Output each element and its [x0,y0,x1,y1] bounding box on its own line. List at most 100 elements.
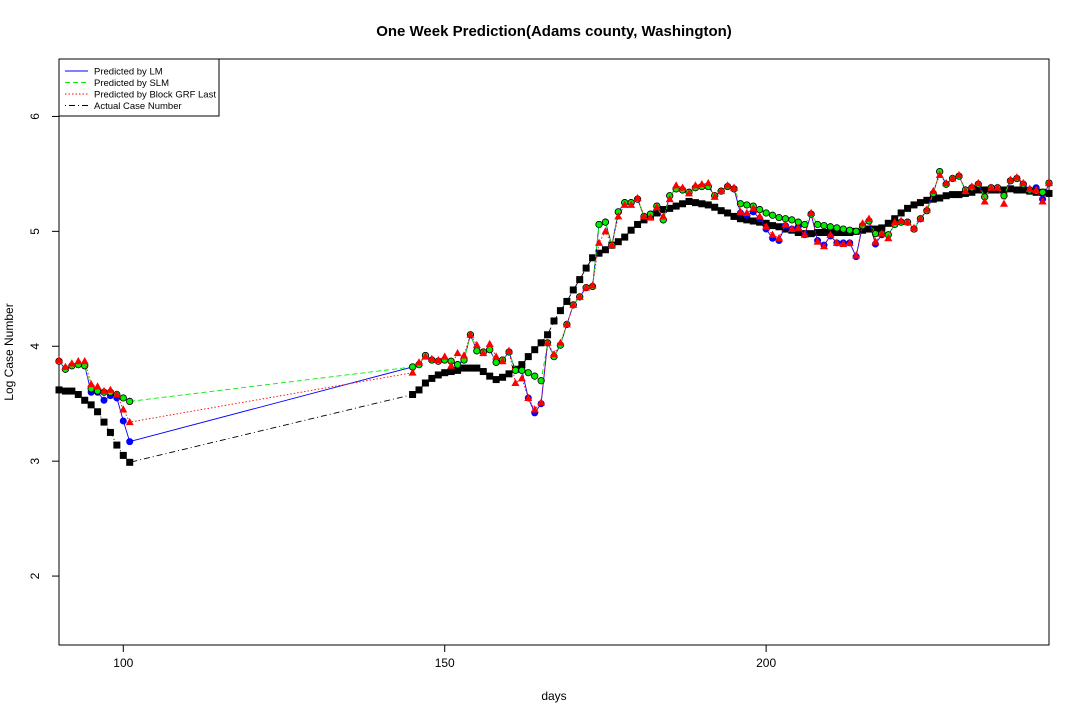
actual-point [1045,189,1053,197]
series-layer [55,168,1053,466]
x-tick-label: 200 [756,656,776,670]
actual-point [814,229,822,237]
actual-point [949,191,957,199]
actual-point [794,229,802,237]
grf-point [492,352,501,360]
grf-point [845,238,854,246]
slm-point [833,224,841,232]
grf-point [890,217,899,226]
grf-point [614,212,623,220]
slm-point [852,227,860,235]
slm-point [601,218,610,226]
grf-point [530,405,539,413]
grf-point [505,346,513,354]
grf-point [974,178,983,187]
legend-label-3: Actual Case Number [94,101,182,112]
actual-point [871,225,879,233]
actual-point [672,202,680,210]
grf-point [884,234,893,242]
actual-point [415,386,423,394]
chart-title: One Week Prediction(Adams county, Washin… [376,23,732,40]
series-2 [55,170,1053,426]
grf-point [910,223,918,231]
actual-point [505,370,513,378]
actual-point [724,209,732,217]
grf-point [87,379,96,388]
actual-point [126,458,134,466]
grf-point [415,358,423,366]
actual-point [473,364,481,372]
grf-point [723,181,732,189]
grf-point [980,197,989,205]
grf-point [955,170,963,179]
actual-point [119,451,127,459]
actual-point [807,230,815,238]
actual-point [441,369,449,377]
slm-point [126,397,134,406]
grf-point [807,208,816,216]
grf-point [607,240,616,249]
grf-point [826,230,835,238]
actual-point [711,203,719,211]
actual-point [492,376,500,384]
actual-point [679,200,687,208]
actual-point [454,366,462,374]
grf-point [820,242,828,250]
grf-point [916,214,925,222]
slm-point [1038,188,1047,196]
actual-point [634,220,642,228]
grf-point [569,300,578,308]
actual-point [518,361,526,369]
y-axis-label: Log Case Number [2,303,16,400]
lm-point [119,417,127,425]
grf-point [472,340,481,349]
actual-point [659,206,667,214]
grf-point [839,239,848,247]
grf-point [1006,175,1015,183]
grf-point [434,355,443,364]
grf-point [498,356,507,365]
slm-point [743,201,751,209]
grf-point [55,355,63,364]
grf-point [762,222,771,230]
grf-point [877,229,886,237]
grf-point [67,359,76,367]
grf-point [460,351,468,359]
actual-point [904,204,912,212]
grf-point [794,223,803,231]
grf-point [80,356,89,365]
actual-point [878,224,886,232]
slm-point [768,211,777,219]
y-tick-label: 6 [28,113,42,120]
actual-point [717,207,725,215]
actual-point [884,219,892,227]
actual-point [499,373,507,381]
grf-point [755,212,764,220]
actual-point [524,353,532,361]
grf-point [1032,185,1041,193]
grf-point [466,330,475,338]
slm-point [595,220,603,229]
actual-point [428,374,436,382]
grf-point [800,230,809,238]
grf-point [421,352,430,360]
actual-point [627,226,635,234]
grf-point [1012,173,1021,181]
actual-point [698,200,706,208]
actual-point [1019,186,1027,194]
grf-point [556,338,565,346]
actual-point [569,286,577,294]
slm-point [788,216,796,224]
grf-point [697,180,706,188]
grf-point [562,320,571,328]
slm-point [473,347,481,355]
grf-point [627,200,636,208]
slm-point [826,223,835,231]
grf-point [100,386,108,395]
actual-point [1006,185,1014,193]
grf-point [575,292,584,300]
grf-point [125,417,134,426]
lm-point [126,438,134,446]
grf-point [453,348,462,357]
